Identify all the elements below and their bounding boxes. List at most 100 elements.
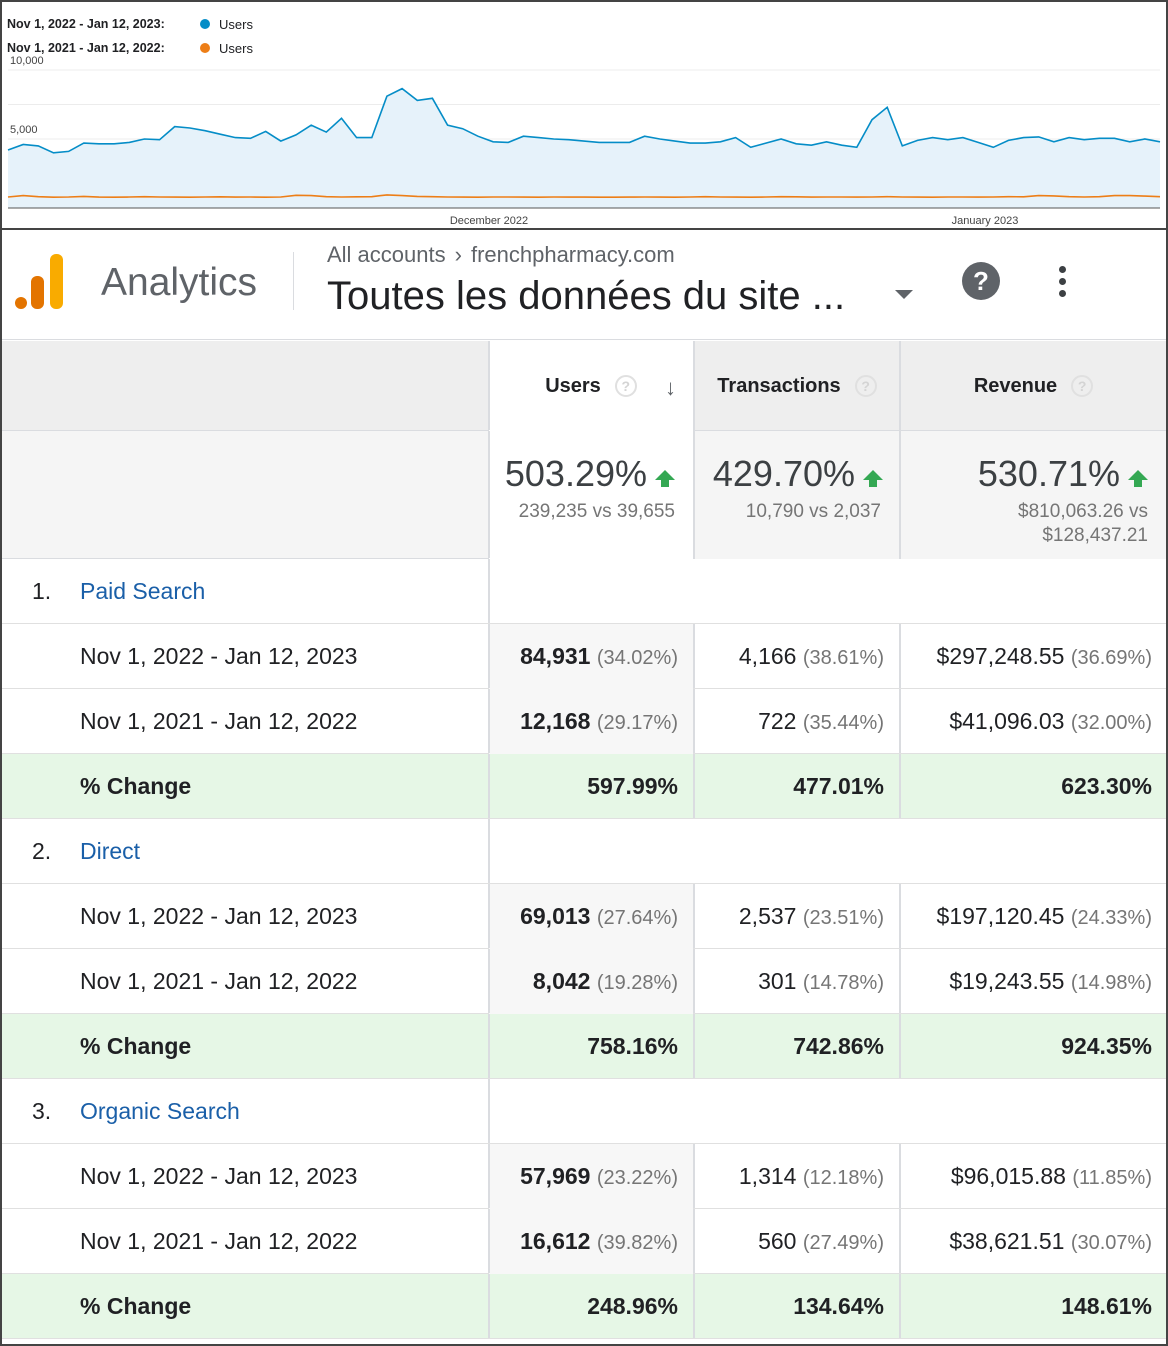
users-cell-bg	[489, 1209, 693, 1274]
help-icon[interactable]: ?	[1071, 375, 1094, 397]
users-value: 84,931 (34.02%)	[520, 643, 678, 669]
legend-series-label: Users	[219, 16, 253, 32]
help-icon[interactable]: ?	[614, 375, 637, 397]
users-value: 57,969 (23.22%)	[520, 1163, 678, 1189]
summary-comparison: 10,790 vs 2,037	[745, 501, 881, 522]
column-header-users[interactable]: Users ?	[489, 341, 693, 431]
series-line	[7, 87, 1161, 154]
change-label: % Change	[80, 1033, 192, 1059]
table-row: Nov 1, 2022 - Jan 12, 2023 84,931 (34.02%…	[2, 624, 1166, 689]
summary-comparison: 239,235 vs 39,655	[518, 501, 675, 522]
analytics-logo-icon	[15, 254, 63, 309]
column-divider	[488, 1014, 490, 1078]
column-divider	[899, 341, 901, 430]
table-row: Nov 1, 2021 - Jan 12, 2022 16,612 (39.82%…	[2, 1209, 1166, 1274]
dropdown-caret-icon[interactable]	[895, 290, 913, 299]
revenue-value: $96,015.88 (11.85%)	[950, 1163, 1152, 1189]
column-divider	[488, 341, 490, 430]
header-divider	[293, 252, 294, 310]
sort-descending-icon[interactable]: ↓	[665, 375, 676, 400]
column-header-revenue[interactable]: Revenue ?	[901, 341, 1166, 431]
change-label: % Change	[80, 773, 192, 799]
channel-link[interactable]: Paid Search	[80, 578, 206, 604]
column-divider	[693, 341, 695, 430]
date-range-label: Nov 1, 2021 - Jan 12, 2022	[80, 708, 358, 734]
percent-change-row: % Change 758.16% 742.86% 924.35%	[2, 1014, 1166, 1079]
up-arrow-icon	[1128, 470, 1148, 487]
column-divider	[899, 1144, 901, 1208]
column-divider	[488, 1274, 490, 1338]
chevron-right-icon: ›	[454, 242, 462, 267]
users-change: 758.16%	[587, 1033, 678, 1059]
users-value: 8,042 (19.28%)	[532, 968, 678, 994]
help-icon[interactable]: ?	[962, 262, 1000, 300]
table-row: Nov 1, 2021 - Jan 12, 2022 8,042 (19.28%)…	[2, 949, 1166, 1014]
users-cell-bg	[489, 949, 693, 1014]
transactions-value: 301 (14.78%)	[758, 968, 884, 994]
column-divider	[899, 624, 901, 688]
users-change: 597.99%	[587, 773, 678, 799]
column-header-transactions[interactable]: Transactions ?	[695, 341, 899, 431]
transactions-value: 560 (27.49%)	[758, 1228, 884, 1254]
column-divider	[488, 1079, 490, 1143]
summary-comparison: $810,063.26 vs	[1018, 501, 1148, 522]
column-divider	[488, 559, 490, 623]
column-divider	[693, 1274, 695, 1338]
chart-legend: Nov 1, 2022 - Jan 12, 2023: Users Nov 1,…	[7, 12, 253, 60]
transactions-value: 2,537 (23.51%)	[738, 903, 884, 929]
column-divider	[693, 1014, 695, 1078]
column-header-label: Users	[545, 374, 601, 397]
summary-revenue: 530.71% $810,063.26 vs $128,437.21	[901, 431, 1166, 559]
view-selector[interactable]: Toutes les données du site ...	[327, 274, 846, 318]
column-divider	[693, 754, 695, 818]
breadcrumb-account[interactable]: frenchpharmacy.com	[470, 242, 675, 267]
users-cell-bg	[489, 884, 693, 949]
legend-range-label: Nov 1, 2022 - Jan 12, 2023:	[7, 17, 165, 31]
table-row: Nov 1, 2021 - Jan 12, 2022 12,168 (29.17%…	[2, 689, 1166, 754]
table-row: Nov 1, 2022 - Jan 12, 2023 57,969 (23.22%…	[2, 1144, 1166, 1209]
legend-entry-previous: Nov 1, 2021 - Jan 12, 2022: Users	[7, 36, 253, 60]
date-range-label: Nov 1, 2022 - Jan 12, 2023	[80, 1163, 358, 1189]
up-arrow-icon	[655, 470, 675, 487]
table-body: 1. Paid Search Nov 1, 2022 - Jan 12, 2023 8…	[2, 559, 1166, 1339]
percent-change-row: % Change 248.96% 134.64% 148.61%	[2, 1274, 1166, 1339]
account-breadcrumb[interactable]: All accounts › frenchpharmacy.com	[327, 242, 675, 268]
revenue-value: $197,120.45 (24.33%)	[936, 903, 1152, 929]
users-cell-bg	[489, 624, 693, 689]
revenue-value: $41,096.03 (32.00%)	[949, 708, 1152, 734]
column-divider	[899, 1014, 901, 1078]
product-name: Analytics	[101, 261, 258, 304]
column-divider	[488, 754, 490, 818]
more-options-icon[interactable]	[1055, 266, 1069, 300]
summary-change-value: 530.71%	[978, 453, 1148, 495]
column-divider	[693, 624, 695, 688]
revenue-value: $19,243.55 (14.98%)	[949, 968, 1152, 994]
column-divider	[899, 754, 901, 818]
transactions-change: 134.64%	[793, 1293, 884, 1319]
channel-link[interactable]: Direct	[80, 838, 141, 864]
column-divider	[899, 1274, 901, 1338]
column-header-label: Revenue	[973, 374, 1058, 397]
channel-group-row: 2. Direct	[2, 819, 1166, 884]
breadcrumb-root[interactable]: All accounts	[327, 242, 446, 267]
column-divider	[899, 1209, 901, 1273]
column-divider	[488, 1209, 490, 1273]
help-icon[interactable]: ?	[854, 375, 877, 397]
date-range-label: Nov 1, 2021 - Jan 12, 2022	[80, 968, 358, 994]
chart-canvas: 5,000 10,000 December 2022 January 2023	[7, 55, 1161, 227]
channel-group-row: 1. Paid Search	[2, 559, 1166, 624]
column-divider	[488, 689, 490, 753]
column-divider	[693, 949, 695, 1013]
change-label: % Change	[80, 1293, 192, 1319]
column-divider	[899, 431, 901, 558]
channel-link[interactable]: Organic Search	[80, 1098, 240, 1124]
users-cell-bg	[489, 1144, 693, 1209]
column-divider	[488, 624, 490, 688]
legend-series-label: Users	[219, 40, 253, 56]
row-number: 2.	[32, 838, 52, 864]
users-value: 69,013 (27.64%)	[520, 903, 678, 929]
up-arrow-icon	[863, 470, 883, 487]
column-divider	[488, 431, 490, 558]
revenue-change: 623.30%	[1061, 773, 1152, 799]
